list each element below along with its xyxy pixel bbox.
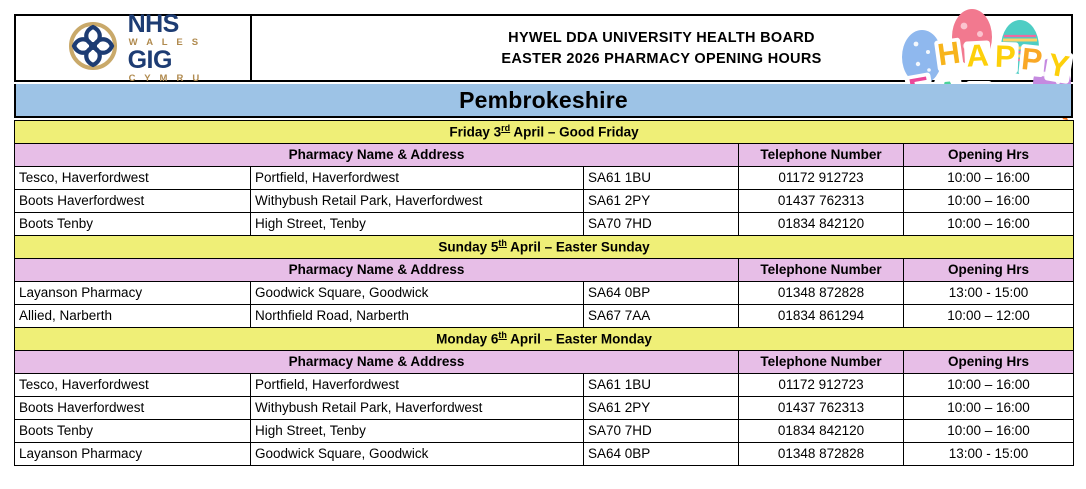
day-header-label: Friday 3rd April – Good Friday — [13, 119, 1075, 145]
pharmacy-address-cell: Portfield, Haverfordwest — [250, 373, 584, 398]
nhs-logo-line3: GIG — [127, 46, 173, 74]
pharmacy-telephone-cell: 01834 861294 — [738, 304, 904, 329]
pharmacy-address-cell: Goodwick Square, Goodwick — [250, 442, 584, 467]
county-title-bar: Pembrokeshire — [14, 84, 1073, 118]
day-header-row: Monday 6th April – Easter Monday — [13, 327, 1075, 352]
pharmacy-postcode-cell: SA61 1BU — [583, 373, 739, 398]
document-title: HYWEL DDA UNIVERSITY HEALTH BOARD EASTER… — [252, 16, 1071, 80]
table-row: Tesco, Haverfordwest Portfield, Haverford… — [14, 166, 1075, 191]
table-row: Layanson Pharmacy Goodwick Square, Goodwi… — [14, 281, 1075, 306]
column-header-pharmacy: Pharmacy Name & Address — [14, 258, 739, 283]
table-row: Boots Haverfordwest Withybush Retail Park… — [14, 189, 1075, 214]
pharmacy-address-cell: Portfield, Haverfordwest — [250, 166, 584, 191]
column-header-hours: Opening Hrs — [902, 350, 1075, 375]
pharmacy-address-cell: High Street, Tenby — [250, 419, 584, 444]
pharmacy-address-cell: Withybush Retail Park, Haverfordwest — [250, 189, 584, 214]
column-header-telephone: Telephone Number — [738, 258, 904, 283]
pharmacy-hours-cell: 10:00 – 16:00 — [902, 166, 1075, 191]
column-header-row: Pharmacy Name & Address Telephone Number O… — [14, 350, 1075, 375]
nhs-logo-line2: W A L E S — [128, 36, 202, 48]
pharmacy-address-cell: High Street, Tenby — [250, 212, 584, 237]
pharmacy-telephone-cell: 01437 762313 — [738, 189, 904, 214]
table-row: Tesco, Haverfordwest Portfield, Haverford… — [14, 373, 1075, 398]
pharmacy-postcode-cell: SA67 7AA — [583, 304, 739, 329]
pharmacy-telephone-cell: 01172 912723 — [738, 373, 904, 398]
table-row: Layanson Pharmacy Goodwick Square, Goodwi… — [14, 442, 1075, 467]
pharmacy-name-cell: Boots Tenby — [14, 419, 251, 444]
nhs-wordmark: NHS W A L E S GIG C Y M R U — [127, 9, 203, 85]
pharmacy-hours-cell: 10:00 – 16:00 — [902, 373, 1075, 398]
pharmacy-name-cell: Boots Haverfordwest — [14, 189, 251, 214]
ordinal-suffix: th — [498, 238, 507, 249]
pharmacy-address-cell: Withybush Retail Park, Haverfordwest — [250, 396, 584, 421]
column-header-hours: Opening Hrs — [902, 258, 1075, 283]
pharmacy-telephone-cell: 01437 762313 — [738, 396, 904, 421]
table-row: Boots Tenby High Street, Tenby SA70 7HD 018… — [14, 212, 1075, 237]
pharmacy-postcode-cell: SA70 7HD — [583, 212, 739, 237]
table-row: Boots Tenby High Street, Tenby SA70 7HD 018… — [14, 419, 1075, 444]
pharmacy-postcode-cell: SA61 2PY — [583, 396, 739, 421]
pharmacy-name-cell: Layanson Pharmacy — [14, 442, 251, 467]
pharmacy-postcode-cell: SA64 0BP — [583, 281, 739, 306]
pharmacy-hours-cell: 10:00 – 16:00 — [902, 396, 1075, 421]
day-header-label: Monday 6th April – Easter Monday — [13, 327, 1075, 352]
pharmacy-name-cell: Tesco, Haverfordwest — [14, 373, 251, 398]
pharmacy-hours-cell: 10:00 – 16:00 — [902, 212, 1075, 237]
pharmacy-postcode-cell: SA64 0BP — [583, 442, 739, 467]
pharmacy-telephone-cell: 01834 842120 — [738, 419, 904, 444]
pharmacy-postcode-cell: SA61 1BU — [583, 166, 739, 191]
pharmacy-hours-cell: 10:00 – 12:00 — [902, 304, 1075, 329]
column-header-telephone: Telephone Number — [738, 143, 904, 168]
nhs-logo-line4: C Y M R U — [128, 73, 203, 84]
day-header-row: Friday 3rd April – Good Friday — [13, 119, 1075, 145]
pharmacy-name-cell: Boots Tenby — [14, 212, 251, 237]
pharmacy-hours-cell: 13:00 - 15:00 — [902, 442, 1075, 467]
column-header-pharmacy: Pharmacy Name & Address — [14, 350, 739, 375]
pharmacy-opening-hours-table: Friday 3rd April – Good Friday Pharmacy N… — [13, 119, 1075, 467]
title-line-2: EASTER 2026 PHARMACY OPENING HOURS — [501, 51, 822, 67]
pharmacy-postcode-cell: SA61 2PY — [583, 189, 739, 214]
pharmacy-address-cell: Goodwick Square, Goodwick — [250, 281, 584, 306]
column-header-hours: Opening Hrs — [902, 143, 1075, 168]
pharmacy-address-cell: Northfield Road, Narberth — [250, 304, 584, 329]
pharmacy-telephone-cell: 01348 872828 — [738, 442, 904, 467]
title-line-1: HYWEL DDA UNIVERSITY HEALTH BOARD — [508, 29, 815, 46]
column-header-telephone: Telephone Number — [738, 350, 904, 375]
pharmacy-name-cell: Layanson Pharmacy — [14, 281, 251, 306]
day-header-row: Sunday 5th April – Easter Sunday — [13, 235, 1075, 260]
table-row: Allied, Narberth Northfield Road, Narbert… — [14, 304, 1075, 329]
table-row: Boots Haverfordwest Withybush Retail Park… — [14, 396, 1075, 421]
pharmacy-hours-cell: 13:00 - 15:00 — [902, 281, 1075, 306]
day-header-label: Sunday 5th April – Easter Sunday — [13, 235, 1075, 260]
pharmacy-telephone-cell: 01348 872828 — [738, 281, 904, 306]
ordinal-suffix: rd — [501, 123, 511, 133]
ordinal-suffix: th — [498, 330, 507, 341]
pharmacy-hours-cell: 10:00 – 16:00 — [902, 419, 1075, 444]
celtic-knot-icon — [64, 19, 122, 78]
pharmacy-name-cell: Allied, Narberth — [14, 304, 251, 329]
column-header-pharmacy: Pharmacy Name & Address — [14, 143, 739, 168]
column-header-row: Pharmacy Name & Address Telephone Number O… — [14, 143, 1075, 168]
county-name: Pembrokeshire — [459, 86, 628, 113]
document-header-banner: NHS W A L E S GIG C Y M R U HYWEL DDA UN… — [14, 11, 1073, 83]
pharmacy-postcode-cell: SA70 7HD — [583, 419, 739, 444]
column-header-row: Pharmacy Name & Address Telephone Number O… — [14, 258, 1075, 283]
pharmacy-telephone-cell: 01834 842120 — [738, 212, 904, 237]
pharmacy-telephone-cell: 01172 912723 — [738, 166, 904, 191]
nhs-wales-logo: NHS W A L E S GIG C Y M R U — [16, 11, 252, 83]
pharmacy-hours-cell: 10:00 – 16:00 — [902, 189, 1075, 214]
pharmacy-name-cell: Boots Haverfordwest — [14, 396, 251, 421]
pharmacy-name-cell: Tesco, Haverfordwest — [14, 166, 251, 191]
nhs-logo-line1: NHS — [127, 9, 180, 38]
